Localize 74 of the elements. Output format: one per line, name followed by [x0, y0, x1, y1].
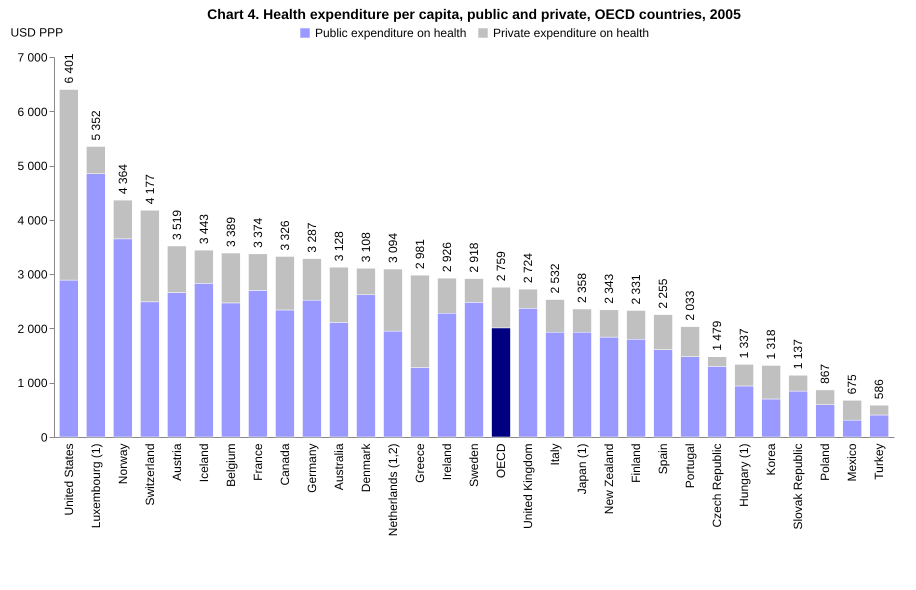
total-label: 2 331	[629, 274, 644, 304]
total-label: 3 443	[196, 214, 211, 244]
x-tick-label: France	[250, 443, 265, 481]
total-label: 3 519	[170, 210, 184, 240]
x-tick-label: OECD	[494, 443, 508, 478]
x-tick-label: Belgium	[224, 444, 238, 487]
x-tick-label: United States	[62, 444, 76, 516]
total-label: 3 108	[358, 232, 373, 262]
x-tick-label: Hungary (1)	[737, 444, 752, 507]
x-tick-label: Korea	[764, 443, 778, 476]
total-label: 586	[872, 378, 886, 400]
x-tick-label: Switzerland	[142, 444, 157, 506]
y-tick-label: 5 000	[17, 159, 48, 174]
x-tick-label: Luxembourg (1)	[88, 444, 103, 528]
y-tick-label: 3 000	[17, 268, 48, 282]
x-tick-label: Portugal	[683, 444, 698, 488]
total-label: 2 759	[494, 250, 508, 282]
total-label: 2 724	[521, 252, 536, 284]
x-tick-label: Mexico	[845, 443, 860, 482]
x-tick-label: United Kingdom	[521, 444, 536, 529]
legend-label: Private expenditure on health	[493, 26, 650, 40]
y-tick-label: 7 000	[17, 50, 48, 64]
x-tick-label: Australia	[332, 443, 346, 490]
total-label: 5 352	[88, 110, 103, 140]
total-label: 3 326	[278, 220, 292, 250]
x-tick-label: Italy	[548, 444, 562, 466]
y-tick-label: 1 000	[17, 376, 48, 390]
total-label: 3 374	[250, 217, 265, 248]
total-label: 2 981	[412, 238, 427, 270]
total-label: 2 926	[440, 242, 454, 272]
x-tick-label: Iceland	[196, 444, 211, 482]
x-tick-label: Czech Republic	[710, 444, 724, 528]
total-label: 2 033	[683, 290, 698, 321]
x-tick-label: Canada	[278, 443, 292, 486]
y-tick-label: 4 000	[17, 213, 48, 228]
total-label: 1 479	[710, 320, 724, 351]
total-label: 6 401	[62, 53, 76, 84]
y-tick-label: 2 000	[17, 322, 48, 336]
total-label: 1 137	[791, 338, 806, 370]
total-label: 3 094	[386, 232, 400, 264]
total-label: 4 177	[142, 174, 157, 204]
total-label: 2 343	[602, 273, 616, 304]
total-label: 1 337	[737, 328, 752, 358]
total-label: 867	[818, 364, 832, 384]
y-tick-label: 0	[40, 430, 48, 444]
x-tick-label: Norway	[116, 444, 130, 484]
total-label: 3 128	[332, 230, 346, 262]
chart-title: Chart 4. Health expenditure per capita, public and private, OECD countries, 2005	[207, 6, 742, 22]
total-label: 1 318	[764, 329, 778, 360]
total-label: 2 358	[575, 272, 590, 303]
total-label: 2 255	[656, 278, 670, 309]
x-tick-label: Sweden	[467, 444, 481, 487]
x-tick-label: Germany	[304, 444, 319, 493]
total-label: 3 287	[304, 222, 319, 253]
x-tick-label: Spain	[656, 444, 670, 474]
x-tick-label: New Zealand	[602, 444, 616, 514]
x-tick-label: Greece	[412, 443, 427, 483]
legend-label: Public expenditure on health	[315, 26, 466, 40]
x-tick-label: Turkey	[872, 444, 886, 480]
y-axis-title: USD PPP	[10, 26, 64, 40]
x-tick-label: Ireland	[440, 444, 454, 480]
y-tick-label: 6 000	[17, 104, 48, 119]
total-label: 3 389	[224, 216, 238, 248]
x-tick-label: Slovak Republic	[791, 444, 806, 530]
total-label: 4 364	[116, 164, 130, 194]
x-tick-label: Netherlands (1,2)	[386, 444, 400, 536]
x-tick-label: Poland	[818, 444, 832, 481]
total-label: 2 918	[467, 242, 481, 273]
x-tick-label: Japan (1)	[575, 444, 590, 494]
x-tick-label: Finland	[629, 444, 644, 483]
x-tick-label: Denmark	[358, 442, 373, 492]
x-tick-label: Austria	[170, 443, 184, 481]
total-label: 675	[845, 374, 860, 394]
total-label: 2 532	[548, 263, 562, 294]
